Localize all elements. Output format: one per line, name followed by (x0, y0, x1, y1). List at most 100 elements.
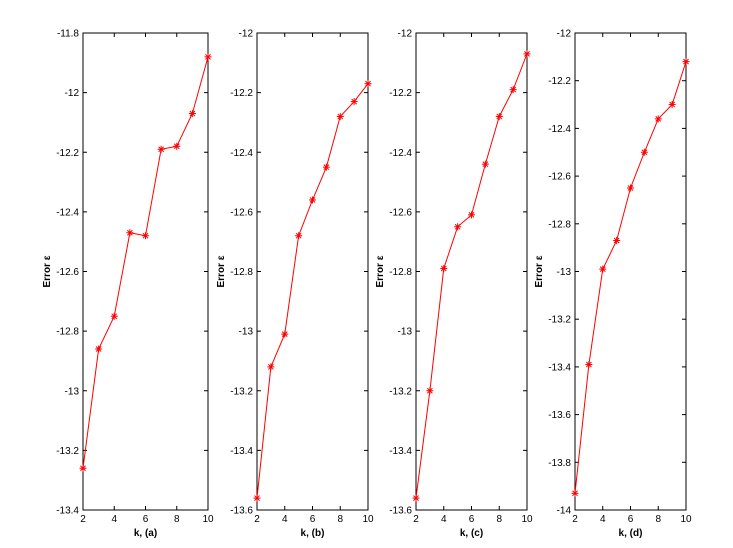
data-point (350, 98, 358, 106)
x-tick-label: 10 (521, 514, 533, 525)
y-tick-label: -13.2 (548, 315, 571, 326)
y-tick-label: -13.2 (230, 386, 253, 397)
marker-stroke (482, 161, 489, 168)
y-tick-label: -13.4 (230, 446, 253, 457)
marker-stroke (295, 232, 302, 239)
data-point (322, 163, 330, 171)
subplot-1: 2 4 6 8 10 -13.4 -13.2 -13 -12.8 -12.6 -12.4 -12.2 -… (42, 29, 214, 540)
data-point (440, 265, 448, 273)
y-tick-label: -12.8 (230, 267, 253, 278)
x-tick-label: 4 (441, 514, 447, 525)
y-tick-label: -12.2 (230, 88, 253, 99)
x-tick-label: 6 (628, 514, 634, 525)
series-line (574, 61, 687, 494)
data-point (173, 142, 181, 150)
y-tick-label: -13 (398, 327, 413, 338)
x-axis-label: k, (d) (619, 528, 643, 539)
x-tick-label: 8 (174, 514, 180, 525)
y-axis-label: Error ε (42, 255, 53, 287)
x-tick-label: 10 (680, 514, 692, 525)
marker-stroke (254, 495, 260, 501)
axes-box (82, 32, 209, 511)
marker-stroke (468, 211, 475, 218)
marker-stroke (572, 490, 578, 497)
data-point (481, 160, 489, 168)
x-tick-label: 6 (469, 514, 475, 525)
y-tick-label: -12.8 (389, 267, 412, 278)
y-tick-label: -13.2 (389, 386, 412, 397)
y-tick-label: -12 (557, 29, 572, 40)
data-point (79, 464, 87, 472)
marker-stroke (173, 143, 180, 150)
y-tick-label: -14 (557, 506, 572, 517)
x-tick-label: 8 (496, 514, 502, 525)
x-tick-label: 10 (362, 514, 374, 525)
x-axis-label: k, (b) (301, 528, 325, 539)
data-point (571, 489, 579, 497)
data-point (295, 232, 303, 240)
x-tick-label: 2 (80, 514, 86, 525)
data-point (253, 494, 261, 502)
data-point (585, 361, 593, 369)
marker-stroke (205, 53, 211, 60)
x-tick-label: 2 (254, 514, 260, 525)
data-point (468, 211, 475, 219)
x-tick-label: 4 (111, 514, 117, 525)
subplot-4: 2 4 6 8 10 -14 -13.8 -13.6 -13.4 -13.2 -13 -12.8 -12… (534, 29, 692, 540)
y-tick-label: -12.2 (389, 88, 412, 99)
data-point (157, 145, 165, 153)
x-tick-label: 6 (310, 514, 316, 525)
series-line (82, 56, 209, 469)
subplot-3: 2 4 6 8 10 -13.6 -13.4 -13.2 -13 -12.8 -12.6 -12.4 -… (375, 29, 533, 540)
y-tick-label: -13.2 (56, 446, 79, 457)
data-point (364, 80, 372, 88)
data-point (454, 223, 462, 231)
y-tick-label: -12.6 (230, 207, 253, 218)
x-tick-label: 4 (282, 514, 288, 525)
y-tick-label: -12.4 (56, 207, 79, 218)
marker-stroke (268, 364, 274, 370)
data-point (640, 148, 648, 156)
x-tick-label: 8 (337, 514, 343, 525)
marker-stroke (524, 50, 530, 57)
marker-stroke (142, 232, 149, 239)
marker-stroke (158, 146, 164, 153)
marker-stroke (351, 98, 357, 105)
data-point (281, 330, 289, 338)
x-axis-label: k, (a) (134, 528, 157, 539)
y-tick-label: -13.6 (548, 410, 571, 421)
y-tick-label: -12 (239, 29, 254, 40)
y-tick-label: -13.6 (389, 506, 412, 517)
y-tick-label: -12 (65, 88, 80, 99)
y-axis-label: Error ε (534, 255, 545, 287)
data-point (627, 184, 634, 192)
data-point (267, 363, 275, 371)
marker-stroke (189, 110, 196, 117)
marker-stroke (95, 346, 102, 352)
y-tick-label: -12.8 (56, 327, 79, 338)
marker-stroke (127, 229, 133, 236)
marker-stroke (454, 223, 461, 230)
y-tick-label: -13.4 (389, 446, 412, 457)
data-point (509, 86, 517, 94)
marker-stroke (599, 266, 606, 272)
y-tick-label: -12.6 (548, 172, 571, 183)
y-tick-label: -12.2 (548, 76, 571, 87)
y-tick-label: -13 (65, 386, 80, 397)
marker-stroke (586, 361, 592, 368)
marker-stroke (496, 113, 503, 120)
series-line (256, 83, 369, 499)
y-tick-label: -12.4 (230, 148, 253, 159)
y-axis-label: Error ε (375, 255, 386, 287)
y-tick-label: -12.4 (548, 124, 571, 135)
x-tick-label: 8 (655, 514, 661, 525)
marker-stroke (683, 58, 689, 65)
marker-stroke (427, 387, 433, 394)
data-point (495, 112, 503, 120)
data-point (204, 53, 212, 61)
x-axis-label: k, (c) (460, 528, 483, 539)
marker-stroke (440, 265, 447, 272)
data-point (426, 387, 434, 395)
data-point (412, 494, 420, 502)
marker-stroke (655, 115, 662, 122)
